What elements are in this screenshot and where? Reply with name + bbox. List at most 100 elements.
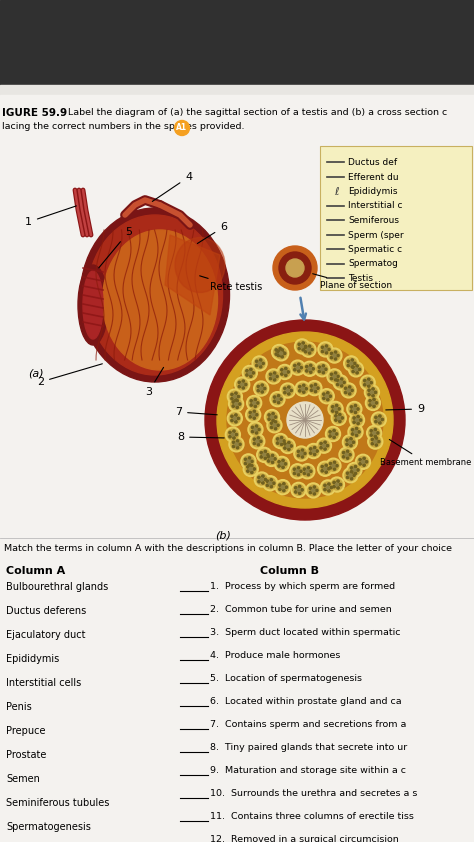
Circle shape: [279, 348, 282, 350]
Circle shape: [264, 387, 266, 390]
Circle shape: [328, 349, 330, 350]
Circle shape: [255, 472, 269, 487]
Circle shape: [329, 395, 331, 397]
Circle shape: [250, 404, 253, 406]
Circle shape: [279, 354, 282, 356]
Circle shape: [264, 457, 266, 460]
Circle shape: [302, 342, 304, 344]
Circle shape: [277, 350, 280, 353]
Circle shape: [374, 429, 376, 431]
Circle shape: [271, 416, 273, 418]
Circle shape: [373, 398, 375, 401]
Circle shape: [268, 371, 279, 382]
Bar: [0, 85, 474, 97]
Circle shape: [328, 467, 330, 470]
Circle shape: [374, 435, 376, 438]
Circle shape: [349, 454, 351, 456]
Circle shape: [346, 443, 348, 445]
Circle shape: [331, 410, 334, 413]
Circle shape: [290, 464, 305, 479]
Circle shape: [269, 377, 272, 380]
Circle shape: [249, 416, 252, 418]
Circle shape: [349, 403, 360, 414]
Circle shape: [302, 361, 317, 376]
Circle shape: [281, 486, 284, 488]
Circle shape: [327, 369, 342, 384]
Circle shape: [256, 474, 267, 485]
Circle shape: [259, 450, 270, 461]
Circle shape: [362, 461, 365, 463]
Circle shape: [333, 413, 344, 424]
Circle shape: [252, 413, 255, 416]
Circle shape: [341, 450, 352, 461]
Circle shape: [370, 436, 381, 447]
Text: Semiferous: Semiferous: [348, 216, 399, 225]
Circle shape: [313, 453, 316, 456]
Circle shape: [297, 341, 308, 352]
Circle shape: [316, 450, 318, 452]
Text: 10.  Surrounds the urethra and secretes a s: 10. Surrounds the urethra and secretes a…: [210, 789, 418, 798]
Circle shape: [306, 470, 309, 472]
Circle shape: [356, 428, 358, 429]
Circle shape: [246, 370, 248, 372]
Circle shape: [280, 436, 283, 439]
Circle shape: [340, 378, 343, 381]
Circle shape: [373, 405, 375, 408]
Circle shape: [251, 472, 253, 473]
Circle shape: [263, 476, 278, 491]
Circle shape: [319, 463, 330, 474]
Circle shape: [343, 385, 354, 396]
Circle shape: [290, 389, 292, 392]
Circle shape: [241, 454, 256, 469]
Circle shape: [260, 451, 263, 454]
Circle shape: [304, 452, 306, 455]
Circle shape: [274, 428, 277, 429]
Circle shape: [278, 350, 281, 354]
Bar: [0, 95, 474, 842]
Circle shape: [235, 399, 237, 401]
Circle shape: [351, 389, 353, 392]
Circle shape: [350, 406, 353, 408]
Circle shape: [321, 350, 324, 353]
Text: Ductus deferens: Ductus deferens: [6, 606, 86, 616]
Circle shape: [354, 362, 356, 365]
Circle shape: [371, 442, 374, 445]
Text: 8: 8: [177, 432, 224, 442]
Circle shape: [334, 358, 337, 360]
Circle shape: [246, 396, 262, 410]
Circle shape: [280, 352, 283, 354]
Circle shape: [279, 488, 281, 490]
Text: 4.  Produce male hormones: 4. Produce male hormones: [210, 651, 340, 660]
Circle shape: [375, 437, 378, 440]
Circle shape: [313, 493, 316, 495]
Circle shape: [283, 440, 293, 451]
Circle shape: [348, 424, 363, 440]
Circle shape: [326, 458, 341, 473]
Circle shape: [327, 348, 342, 363]
Circle shape: [273, 347, 284, 358]
Circle shape: [312, 489, 315, 492]
Circle shape: [281, 369, 283, 371]
Circle shape: [231, 439, 242, 450]
Circle shape: [354, 472, 357, 475]
Circle shape: [321, 466, 323, 468]
Circle shape: [275, 349, 277, 351]
Circle shape: [284, 374, 287, 376]
Circle shape: [297, 488, 300, 492]
Circle shape: [266, 412, 277, 423]
Circle shape: [301, 345, 303, 348]
Ellipse shape: [78, 265, 108, 345]
Circle shape: [235, 402, 237, 406]
Circle shape: [286, 259, 304, 277]
Circle shape: [339, 381, 342, 384]
Circle shape: [275, 435, 286, 446]
Circle shape: [271, 422, 273, 424]
Circle shape: [242, 365, 257, 381]
Circle shape: [343, 468, 358, 482]
Circle shape: [236, 399, 238, 402]
Circle shape: [319, 440, 329, 451]
Circle shape: [235, 434, 237, 436]
Circle shape: [357, 456, 368, 467]
Circle shape: [228, 389, 242, 404]
Circle shape: [368, 389, 370, 392]
